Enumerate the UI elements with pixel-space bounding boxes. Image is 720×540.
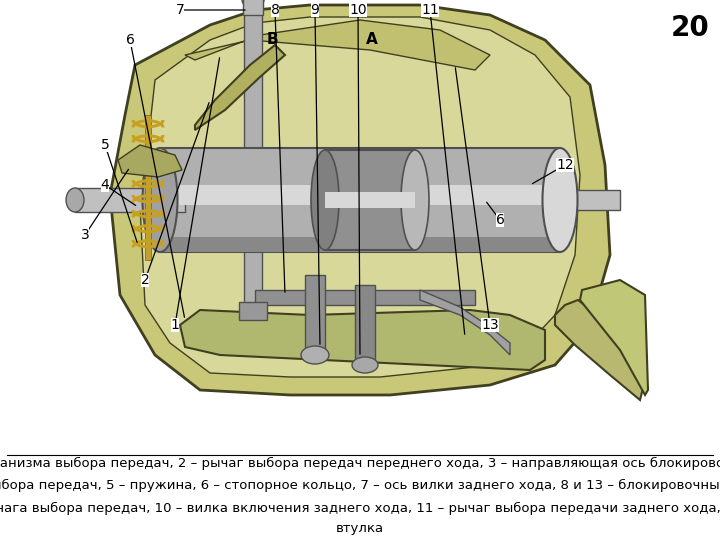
Ellipse shape: [311, 150, 339, 250]
Bar: [75, 188, 185, 212]
Text: фиксатор рычага выбора передач, 10 – вилка включения заднего хода, 11 – рычаг вы: фиксатор рычага выбора передач, 10 – вил…: [0, 502, 720, 515]
Polygon shape: [180, 310, 545, 370]
Polygon shape: [555, 300, 645, 400]
Bar: [160, 148, 560, 252]
Bar: [560, 190, 620, 210]
Polygon shape: [185, 20, 490, 70]
Bar: [160, 185, 560, 205]
Text: 11: 11: [421, 3, 439, 17]
Ellipse shape: [542, 148, 577, 252]
Polygon shape: [118, 145, 182, 177]
Text: 20: 20: [670, 14, 709, 42]
Text: 1 – корпус механизма выбора передач, 2 – рычаг выбора передач переднего хода, 3 : 1 – корпус механизма выбора передач, 2 –…: [0, 457, 720, 470]
Text: 13: 13: [481, 318, 499, 332]
Bar: [243, 0, 263, 15]
Text: 3: 3: [81, 228, 89, 242]
Polygon shape: [110, 5, 610, 395]
Bar: [145, 115, 151, 260]
Text: 1: 1: [171, 318, 179, 332]
Text: 4: 4: [101, 178, 109, 192]
Ellipse shape: [401, 150, 429, 250]
Bar: [239, 302, 267, 320]
Bar: [325, 192, 415, 208]
Text: 9: 9: [310, 3, 320, 17]
Bar: [244, 0, 262, 310]
Text: 2: 2: [140, 273, 149, 287]
Text: 6: 6: [125, 33, 135, 47]
Bar: [160, 237, 560, 252]
Text: 12: 12: [556, 158, 574, 172]
Ellipse shape: [66, 188, 84, 212]
Text: 10: 10: [349, 3, 366, 17]
Polygon shape: [420, 290, 510, 355]
Text: B: B: [266, 32, 278, 48]
Ellipse shape: [244, 0, 262, 7]
Ellipse shape: [143, 148, 178, 252]
Text: 5: 5: [101, 138, 109, 152]
Text: A: A: [366, 32, 378, 48]
Polygon shape: [195, 45, 285, 130]
Bar: [325, 150, 415, 250]
Bar: [305, 275, 325, 355]
Polygon shape: [140, 17, 580, 377]
Ellipse shape: [242, 0, 264, 8]
Polygon shape: [580, 280, 648, 395]
Text: втулка: втулка: [336, 522, 384, 535]
Text: 8: 8: [271, 3, 279, 17]
Text: 7: 7: [176, 3, 184, 17]
Text: ось рычага выбора передач, 5 – пружина, 6 – стопорное кольцо, 7 – ось вилки задн: ось рычага выбора передач, 5 – пружина, …: [0, 480, 720, 492]
Text: 6: 6: [495, 213, 505, 227]
Bar: [255, 290, 475, 305]
Ellipse shape: [301, 346, 329, 364]
Ellipse shape: [352, 357, 378, 373]
Bar: [355, 285, 375, 365]
